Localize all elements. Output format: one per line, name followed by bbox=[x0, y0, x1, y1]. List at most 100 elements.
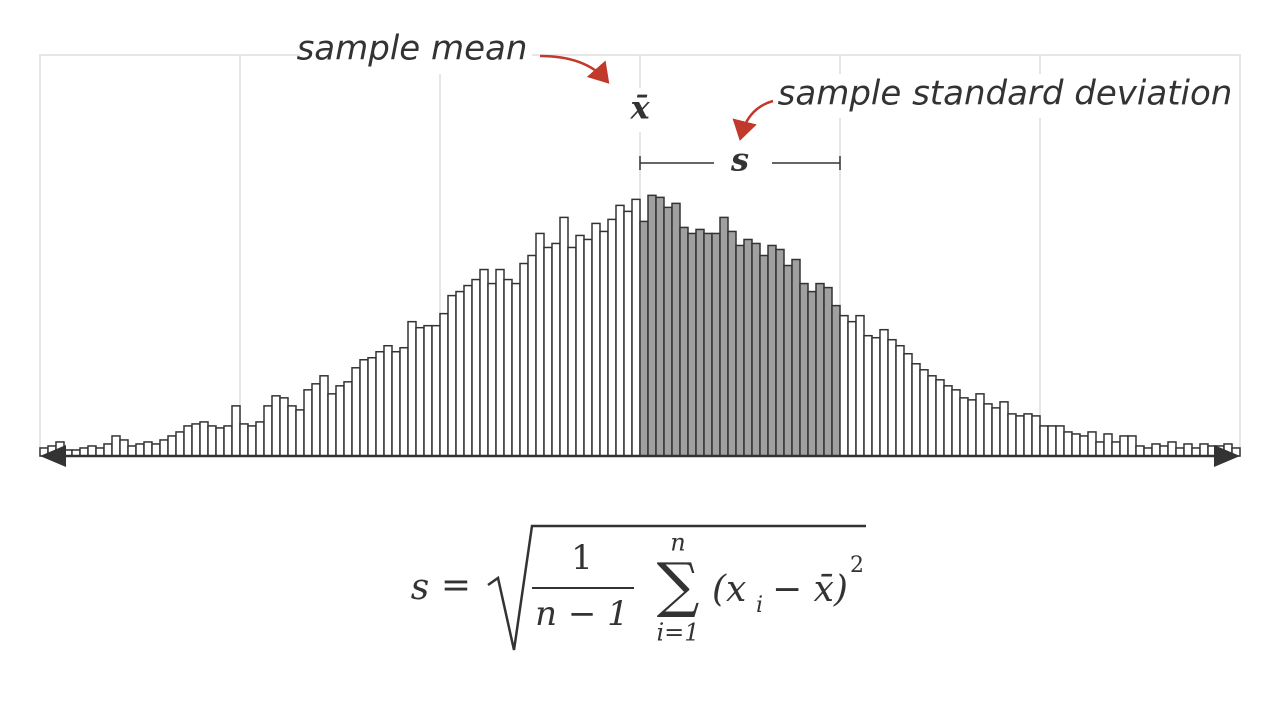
bar bbox=[1007, 413, 1017, 457]
bar bbox=[703, 232, 713, 457]
bar bbox=[247, 425, 257, 457]
bar bbox=[183, 425, 193, 457]
bar bbox=[959, 397, 969, 457]
bar bbox=[583, 238, 593, 457]
formula: s = 1 n − 1 ∑ n i=1 (x i − x̄) 2 bbox=[411, 524, 866, 651]
bar bbox=[271, 395, 281, 457]
bar bbox=[135, 443, 145, 457]
bar bbox=[383, 344, 393, 457]
bar bbox=[823, 286, 833, 457]
bar bbox=[447, 294, 457, 457]
bar bbox=[1015, 415, 1025, 457]
bar bbox=[151, 443, 161, 457]
formula-rest: − x̄) bbox=[772, 569, 848, 610]
bar bbox=[919, 369, 929, 457]
bar bbox=[775, 248, 785, 457]
bar bbox=[631, 198, 641, 457]
bar bbox=[847, 320, 857, 457]
bar bbox=[351, 367, 361, 457]
bar bbox=[599, 230, 609, 457]
bar bbox=[807, 290, 817, 457]
formula-top: n bbox=[670, 529, 685, 557]
bar bbox=[343, 381, 353, 457]
bar bbox=[943, 385, 953, 457]
bar bbox=[423, 324, 433, 457]
label-bg bbox=[615, 88, 665, 132]
bar bbox=[191, 423, 201, 457]
bar bbox=[1135, 445, 1145, 457]
bar bbox=[743, 238, 753, 457]
bar bbox=[1095, 441, 1105, 457]
bar bbox=[815, 282, 825, 457]
bar bbox=[1071, 433, 1081, 457]
bar bbox=[663, 206, 673, 457]
bar bbox=[991, 407, 1001, 457]
bar bbox=[711, 232, 721, 457]
bar bbox=[879, 328, 889, 457]
bar bbox=[263, 405, 273, 457]
bar bbox=[375, 350, 385, 457]
bar bbox=[783, 264, 793, 457]
bar bbox=[895, 344, 905, 457]
bar bbox=[535, 232, 545, 457]
bar bbox=[527, 254, 537, 457]
bar bbox=[495, 268, 505, 457]
bar bbox=[1199, 443, 1209, 457]
bar bbox=[1159, 445, 1169, 457]
sd-symbol: s bbox=[730, 141, 749, 179]
bar bbox=[119, 439, 129, 457]
bar bbox=[239, 423, 249, 457]
bar bbox=[327, 393, 337, 457]
bar bbox=[903, 352, 913, 457]
bar bbox=[935, 379, 945, 457]
bar bbox=[143, 441, 153, 457]
bar bbox=[503, 278, 513, 457]
bar bbox=[1103, 433, 1113, 457]
bar bbox=[1079, 435, 1089, 457]
bar bbox=[687, 232, 697, 457]
formula-body: (x bbox=[712, 569, 746, 610]
bar bbox=[359, 359, 369, 457]
bar bbox=[735, 244, 745, 457]
bar bbox=[159, 439, 169, 457]
bar bbox=[543, 246, 553, 457]
bar bbox=[111, 435, 121, 457]
bar bbox=[559, 216, 569, 457]
bar bbox=[911, 363, 921, 457]
bar bbox=[951, 389, 961, 457]
bar bbox=[591, 222, 601, 457]
bar bbox=[655, 196, 665, 457]
bar bbox=[695, 228, 705, 457]
bar bbox=[1087, 431, 1097, 457]
bar bbox=[567, 246, 577, 457]
bar bbox=[999, 401, 1009, 457]
bar bbox=[1183, 443, 1193, 457]
bar bbox=[751, 242, 761, 457]
bar bbox=[1039, 425, 1049, 457]
bar bbox=[927, 375, 937, 457]
bar bbox=[479, 268, 489, 457]
bar bbox=[639, 220, 649, 457]
bar bbox=[463, 284, 473, 457]
formula-sub: i bbox=[756, 593, 763, 618]
bar bbox=[367, 357, 377, 457]
bar bbox=[439, 312, 449, 457]
bar bbox=[199, 421, 209, 457]
mean-symbol: x̄ bbox=[629, 89, 650, 127]
label-bg bbox=[780, 74, 1230, 118]
bar bbox=[623, 210, 633, 457]
bar bbox=[1047, 425, 1057, 457]
bar bbox=[431, 324, 441, 457]
bar bbox=[983, 403, 993, 457]
bar bbox=[679, 226, 689, 457]
bar bbox=[871, 336, 881, 457]
bar bbox=[255, 421, 265, 457]
sqrt bbox=[487, 524, 866, 651]
sd-label: sample standard deviation bbox=[778, 74, 1233, 114]
bar bbox=[799, 282, 809, 457]
bar bbox=[335, 385, 345, 457]
bar bbox=[311, 383, 321, 457]
bar bbox=[279, 397, 289, 457]
bar bbox=[455, 290, 465, 457]
